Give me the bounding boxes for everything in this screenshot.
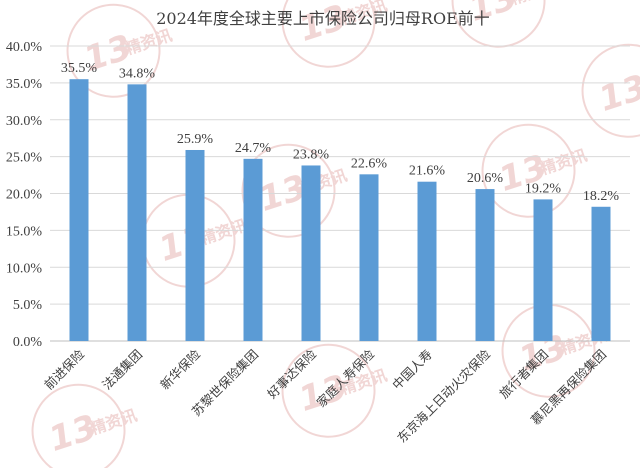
x-tick-label: 法通集团 xyxy=(99,347,145,393)
data-label: 35.5% xyxy=(61,61,98,76)
x-tick-label: 中国人寿 xyxy=(389,347,435,393)
y-tick-label: 20.0% xyxy=(6,188,43,203)
data-label: 24.7% xyxy=(235,141,272,156)
data-label: 34.8% xyxy=(119,66,156,81)
bar xyxy=(69,79,89,341)
chart-title: 2024年度全球主要上市保险公司归母ROE前十 xyxy=(156,9,490,28)
data-label: 19.2% xyxy=(525,181,562,196)
data-label: 20.6% xyxy=(467,171,504,186)
x-tick-label: 新华保险 xyxy=(157,346,203,392)
watermark-text: 精资讯 xyxy=(123,26,175,59)
y-tick-label: 35.0% xyxy=(6,77,43,92)
watermark-text: 精资讯 xyxy=(88,406,140,439)
y-tick-label: 25.0% xyxy=(6,151,43,166)
data-labels: 35.5% 34.8% 25.9% 24.7% 23.8% 22.6% 21.6% 20.6%… xyxy=(61,61,620,204)
watermark-text: 精资讯 xyxy=(508,0,560,8)
bars xyxy=(69,79,611,341)
bar xyxy=(591,206,611,341)
bar xyxy=(533,199,553,341)
data-label: 23.8% xyxy=(293,147,330,162)
data-label: 22.6% xyxy=(351,156,388,171)
y-tick-label: 40.0% xyxy=(6,40,43,55)
data-label: 21.6% xyxy=(409,164,446,179)
watermark-text: 精资讯 xyxy=(198,216,250,249)
y-tick-label: 10.0% xyxy=(6,261,43,276)
bar xyxy=(301,165,321,341)
watermark-text: 精资讯 xyxy=(638,66,640,99)
bar xyxy=(417,181,437,341)
bar xyxy=(127,84,147,341)
data-label: 18.2% xyxy=(583,189,620,204)
bar xyxy=(185,149,205,341)
y-tick-label: 30.0% xyxy=(6,114,43,129)
y-tick-label: 5.0% xyxy=(13,298,43,313)
watermark-number: 13 xyxy=(594,67,640,120)
y-tick-label: 0.0% xyxy=(13,335,43,350)
gridlines xyxy=(50,45,630,342)
bar xyxy=(359,174,379,341)
data-label: 25.9% xyxy=(177,132,214,147)
bar xyxy=(243,158,263,341)
watermark-text: 精资讯 xyxy=(538,146,590,179)
bar xyxy=(475,189,495,341)
y-tick-label: 15.0% xyxy=(6,224,43,239)
y-axis-ticks: 0.0% 5.0% 10.0% 15.0% 20.0% 25.0% 30.0% 35.0% 40… xyxy=(6,40,43,350)
